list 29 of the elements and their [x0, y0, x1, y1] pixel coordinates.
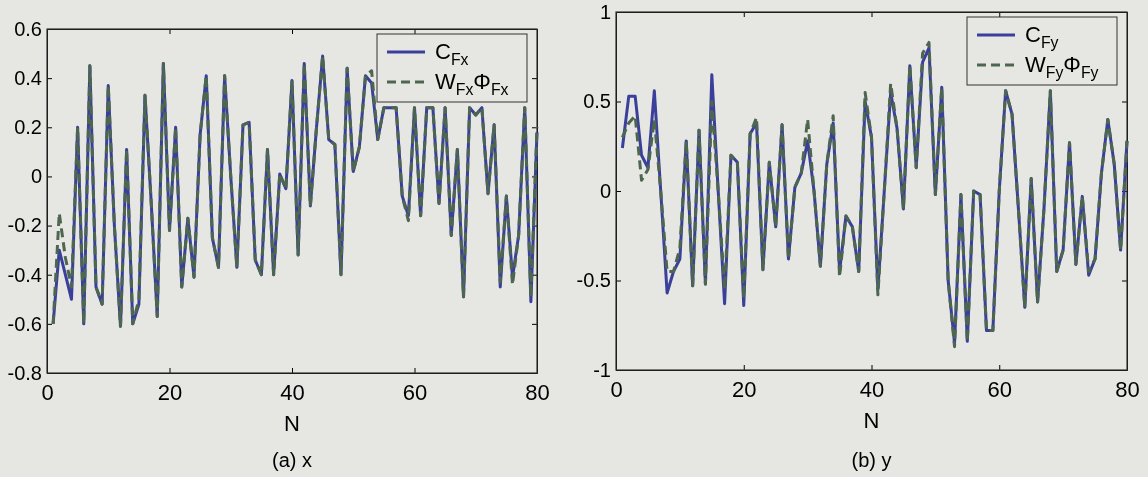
text: (b) y	[851, 449, 892, 471]
x-tick-label: 60	[987, 377, 1012, 403]
y-tick-label: -0.5	[576, 269, 611, 292]
legend-label: W$_{Fx}$Φ$_{Fx}$	[435, 69, 509, 98]
y-tick-label: 0	[599, 179, 611, 202]
x-tick-label: 60	[402, 380, 428, 406]
legend-label: C$_{Fy}$	[1025, 22, 1059, 51]
y-tick-label: 0	[30, 165, 42, 188]
x-tick-label: 40	[859, 377, 885, 403]
x-tick-label: 20	[157, 380, 183, 406]
legend-label: W$_{Fy}$Φ$_{Fy}$	[1025, 52, 1099, 81]
y-tick-label: 0.5	[583, 90, 611, 113]
y-tick-label: -0.4	[7, 263, 42, 286]
y-tick-label: -1	[593, 358, 611, 381]
y-tick-label: 0.6	[14, 17, 42, 40]
text: (a) x	[272, 449, 312, 471]
x-tick-label: 80	[525, 380, 550, 406]
y-tick-label: -0.8	[7, 361, 42, 384]
x-tick-label: 40	[280, 380, 305, 406]
legend-label: C$_{Fx}$	[435, 39, 469, 68]
x-tick-label: 80	[1115, 377, 1140, 403]
y-tick-label: -0.2	[7, 214, 42, 237]
y-tick-label: 1	[599, 0, 611, 23]
y-tick-label: -0.6	[7, 312, 42, 335]
y-tick-label: 0.4	[14, 67, 42, 90]
x-axis-title: N	[863, 408, 880, 433]
x-axis-title: N	[284, 411, 300, 436]
x-tick-label: 20	[732, 377, 757, 403]
y-tick-label: 0.2	[14, 116, 42, 139]
